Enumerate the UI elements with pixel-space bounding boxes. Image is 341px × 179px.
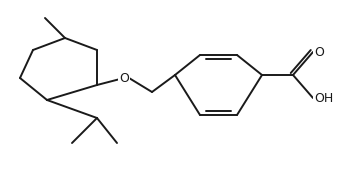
Text: O: O: [119, 71, 129, 84]
Text: O: O: [314, 45, 324, 59]
Text: OH: OH: [314, 91, 333, 105]
